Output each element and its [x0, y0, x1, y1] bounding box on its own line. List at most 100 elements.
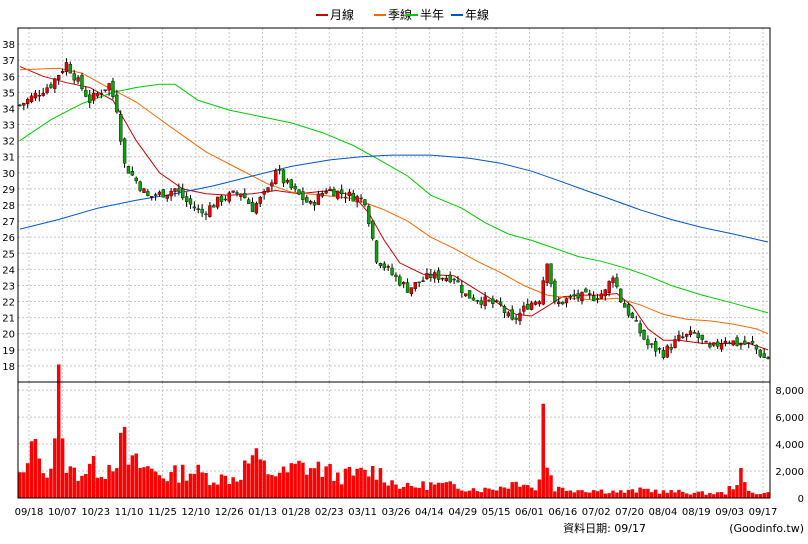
price-tick-label: 32	[2, 137, 15, 148]
candle	[444, 275, 449, 283]
volume-bar	[25, 463, 30, 498]
volume-bar	[522, 484, 526, 498]
candle	[626, 302, 631, 318]
candle-body	[731, 340, 735, 346]
volume-bar	[118, 432, 123, 498]
candle	[467, 290, 472, 299]
candle-body	[460, 284, 464, 293]
candle-body	[681, 336, 685, 338]
candle-body	[402, 282, 406, 285]
volume-bar	[332, 480, 336, 498]
candle-body	[33, 92, 38, 99]
volume-bar	[545, 467, 549, 498]
candle-body	[409, 287, 414, 295]
candle-body	[363, 199, 367, 206]
volume-bar	[452, 484, 456, 498]
volume-bar	[91, 456, 96, 498]
candle	[64, 58, 69, 76]
candle-body	[739, 343, 743, 346]
candle	[274, 168, 278, 185]
candle-body	[704, 341, 708, 343]
volume-bar	[370, 466, 375, 498]
candle-body	[529, 302, 534, 310]
volume-bar	[386, 485, 390, 498]
date-tick-label: 09/18	[15, 507, 44, 518]
candle-body	[607, 281, 611, 294]
volume-bar	[192, 473, 197, 498]
volume-bar	[556, 486, 561, 498]
candle	[622, 300, 627, 308]
candle	[677, 330, 681, 342]
candle-body	[444, 277, 449, 281]
candle	[673, 335, 677, 349]
candle-body	[743, 340, 747, 345]
candle	[336, 190, 340, 201]
candle	[41, 87, 45, 97]
candle-body	[29, 95, 34, 103]
candle-body	[708, 344, 712, 348]
volume-bar	[615, 492, 619, 498]
candle	[727, 340, 731, 345]
price-tick-label: 21	[2, 314, 15, 325]
candle-body	[343, 196, 348, 199]
candle	[436, 267, 441, 283]
candle	[750, 335, 755, 346]
volume-bar	[657, 493, 662, 498]
volume-bar	[498, 486, 503, 498]
legend-label-yearly: 年線	[465, 7, 489, 22]
volume-bar	[591, 490, 596, 498]
candle	[522, 302, 526, 315]
volume-bar	[479, 492, 483, 498]
date-tick-label: 05/15	[482, 507, 511, 518]
candle	[165, 194, 169, 202]
volume-bar	[204, 473, 208, 498]
candle	[88, 89, 92, 109]
candle	[119, 110, 123, 146]
volume-bar	[336, 472, 340, 498]
candle-body	[200, 208, 204, 214]
candle	[184, 192, 189, 207]
candle-body	[258, 196, 262, 204]
volume-bar	[196, 464, 200, 498]
candle	[289, 179, 293, 191]
candle	[487, 299, 491, 303]
candle-body	[483, 296, 487, 306]
candle-body	[68, 63, 73, 74]
candle	[638, 320, 642, 337]
candle	[495, 299, 499, 303]
candle-body	[76, 77, 80, 82]
volume-bar	[766, 492, 770, 498]
date-tick-label: 08/04	[648, 507, 677, 518]
candle-body	[526, 303, 530, 310]
candle-body	[49, 84, 53, 88]
candle-body	[611, 277, 615, 283]
volume-bar	[18, 472, 22, 498]
candle	[696, 330, 700, 344]
candle-body	[584, 288, 588, 293]
volume-bar	[374, 479, 379, 498]
candle	[173, 187, 177, 197]
candle	[483, 291, 487, 310]
volume-bar	[580, 490, 584, 498]
candle-body	[599, 293, 604, 299]
candle	[347, 188, 352, 202]
volume-bar	[363, 469, 367, 498]
candle-body	[754, 344, 759, 350]
candle	[576, 289, 580, 302]
candle-body	[359, 197, 363, 200]
candle-body	[177, 188, 181, 192]
candle-body	[386, 266, 390, 268]
candle-body	[677, 334, 681, 340]
candle-body	[250, 202, 255, 213]
volume-bar	[723, 494, 728, 498]
candle	[754, 344, 759, 354]
price-grid	[18, 28, 770, 382]
candle	[196, 204, 200, 214]
candle	[95, 91, 100, 99]
candle	[537, 300, 542, 307]
volume-bar	[130, 455, 135, 498]
volume-bar	[681, 491, 685, 498]
candle-body	[417, 281, 421, 284]
